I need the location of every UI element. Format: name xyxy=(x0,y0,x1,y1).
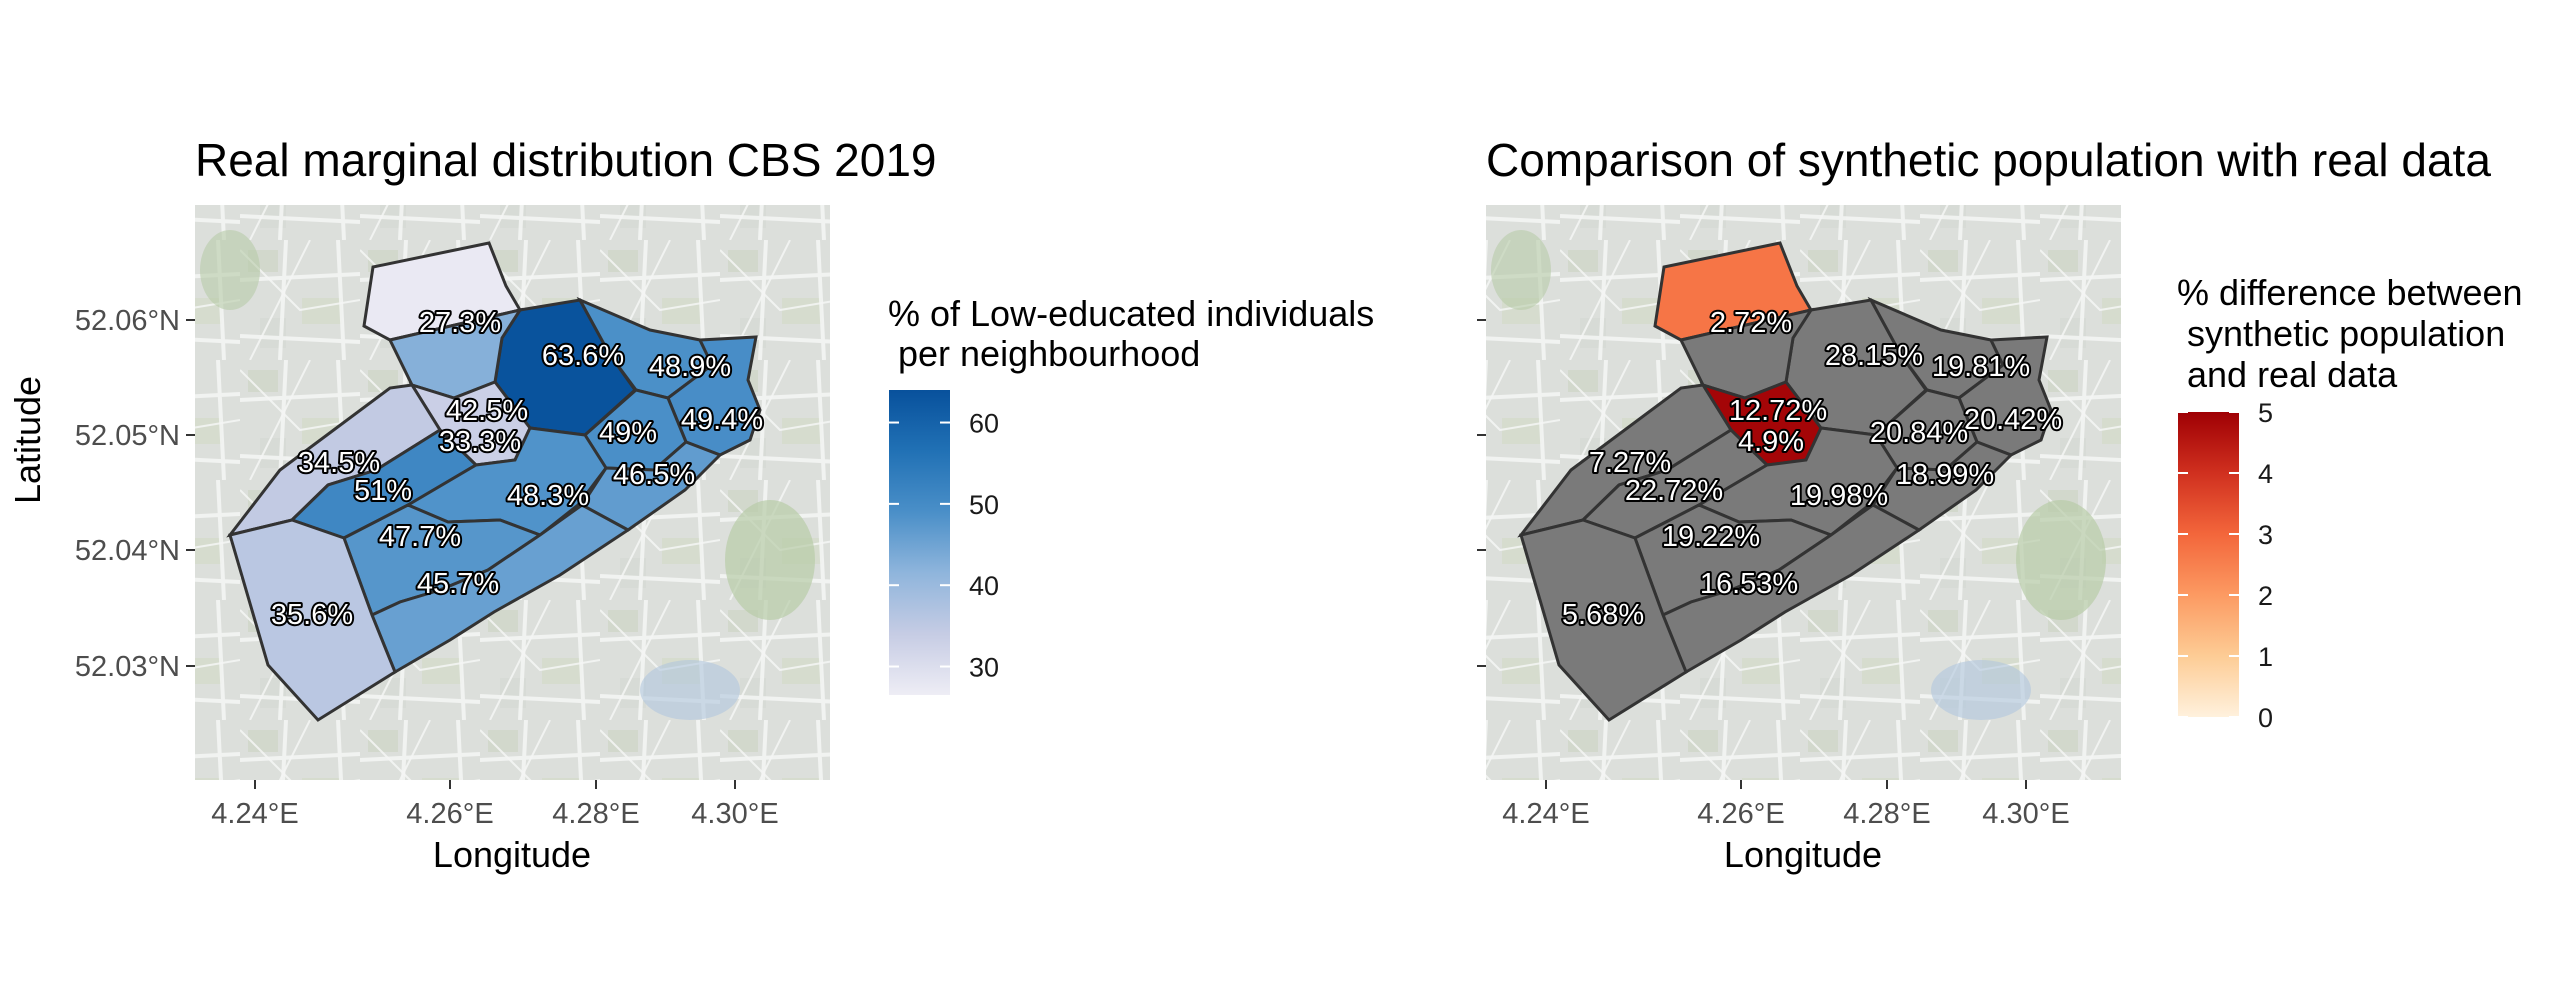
legend: % difference between synthetic populatio… xyxy=(2177,272,2523,733)
x-tick-label: 4.24°E xyxy=(1502,798,1589,830)
legend-tick-label: 30 xyxy=(969,653,999,683)
legend: % of Low-educated individuals per neighb… xyxy=(888,293,1374,695)
y-axis-title: Latitude xyxy=(7,376,48,504)
neighbourhood-region xyxy=(370,503,631,675)
neighbourhood-region xyxy=(1661,503,1922,675)
legend-title-line: synthetic population xyxy=(2177,313,2505,354)
choropleth-regions xyxy=(1517,241,2053,722)
x-axis: 4.24°E 4.26°E 4.28°E 4.30°E Longitude xyxy=(1502,780,2070,875)
legend-tick-label: 4 xyxy=(2258,459,2273,489)
x-axis-title: Longitude xyxy=(433,834,591,875)
legend-title-line: % difference between xyxy=(2177,272,2523,313)
neighbourhood-region xyxy=(1957,335,2053,457)
neighbourhood-region xyxy=(1519,518,1688,722)
legend-title-line: and real data xyxy=(2177,354,2398,395)
region-value-label: 20.42% xyxy=(1964,404,2062,436)
legend-tick-label: 40 xyxy=(969,571,999,601)
region-value-label: 63.6% xyxy=(542,340,624,372)
panel-title: Real marginal distribution CBS 2019 xyxy=(195,134,937,186)
x-tick-label: 4.24°E xyxy=(211,798,298,830)
region-value-label: 20.84% xyxy=(1870,417,1968,449)
legend-ticks: 60 50 40 30 xyxy=(889,409,999,683)
x-tick-label: 4.26°E xyxy=(1697,798,1784,830)
x-tick-label: 4.28°E xyxy=(552,798,639,830)
region-value-label: 22.72% xyxy=(1625,475,1723,507)
x-tick-label: 4.26°E xyxy=(406,798,493,830)
region-value-label: 48.9% xyxy=(649,351,731,383)
region-value-label: 45.7% xyxy=(417,568,499,600)
region-value-label: 49.4% xyxy=(681,404,763,436)
region-value-label: 47.7% xyxy=(379,521,461,553)
panel-title: Comparison of synthetic population with … xyxy=(1486,134,2491,186)
region-value-label: 51% xyxy=(354,475,412,507)
y-tick-label: 52.04°N xyxy=(75,535,180,567)
legend-tick-label: 0 xyxy=(2258,703,2273,733)
y-tick-label: 52.05°N xyxy=(75,420,180,452)
x-axis-title: Longitude xyxy=(1724,834,1882,875)
legend-title-line: % of Low-educated individuals xyxy=(888,293,1374,334)
region-value-labels: 2.72% 28.15% 19.81% 20.42% 12.72%4.9% 20.84% 7… xyxy=(1560,305,2064,633)
panel-real-distribution: Real marginal distribution CBS 2019 27.3… xyxy=(7,134,1374,875)
y-axis xyxy=(1477,319,1486,667)
region-value-label: 33.3% xyxy=(439,426,521,458)
region-value-label: 18.99% xyxy=(1896,459,1994,491)
legend-tick-label: 5 xyxy=(2258,398,2273,428)
x-tick-label: 4.30°E xyxy=(1982,798,2069,830)
neighbourhood-region xyxy=(228,518,397,722)
x-tick-label: 4.28°E xyxy=(1843,798,1930,830)
legend-colorbar xyxy=(2178,412,2239,717)
legend-ticks: 5 4 3 2 1 0 xyxy=(2178,398,2273,733)
legend-title-line: per neighbourhood xyxy=(888,333,1200,374)
legend-tick-label: 1 xyxy=(2258,642,2273,672)
region-value-label: 48.3% xyxy=(507,480,589,512)
region-value-label: 19.81% xyxy=(1932,351,2030,383)
region-value-label: 46.5% xyxy=(613,459,695,491)
y-tick-label: 52.06°N xyxy=(75,305,180,337)
choropleth-regions xyxy=(226,241,762,722)
region-value-label: 7.27% xyxy=(1589,447,1671,479)
neighbourhood-region xyxy=(666,335,762,457)
region-value-label: 16.53% xyxy=(1700,568,1798,600)
legend-tick-label: 2 xyxy=(2258,581,2273,611)
region-value-label: 49% xyxy=(599,417,657,449)
region-value-label: 34.5% xyxy=(298,447,380,479)
panel-comparison: Comparison of synthetic population with … xyxy=(1477,134,2523,875)
legend-tick-label: 60 xyxy=(969,409,999,439)
region-value-label: 27.3% xyxy=(419,307,501,339)
legend-tick-label: 50 xyxy=(969,490,999,520)
y-tick-label: 52.03°N xyxy=(75,651,180,683)
region-value-label: 42.5% xyxy=(446,395,528,427)
y-axis: Latitude 52.06°N 52.05°N 52.04°N 52.03°N xyxy=(7,305,195,683)
region-value-label: 19.98% xyxy=(1790,480,1888,512)
region-value-labels: 27.3% 63.6% 48.9% 49.4% 42.5%33.3% 49% 34.5%51… xyxy=(269,305,765,633)
region-value-label: 28.15% xyxy=(1825,340,1923,372)
x-axis: 4.24°E 4.26°E 4.28°E 4.30°E Longitude xyxy=(211,780,779,875)
region-value-label: 2.72% xyxy=(1710,307,1792,339)
region-value-label: 5.68% xyxy=(1562,599,1644,631)
region-value-label: 12.72% xyxy=(1729,395,1827,427)
x-tick-label: 4.30°E xyxy=(691,798,778,830)
legend-colorbar xyxy=(889,390,950,695)
region-value-label: 35.6% xyxy=(271,599,353,631)
legend-tick-label: 3 xyxy=(2258,520,2273,550)
region-value-label: 4.9% xyxy=(1738,426,1804,458)
region-value-label: 19.22% xyxy=(1662,521,1760,553)
